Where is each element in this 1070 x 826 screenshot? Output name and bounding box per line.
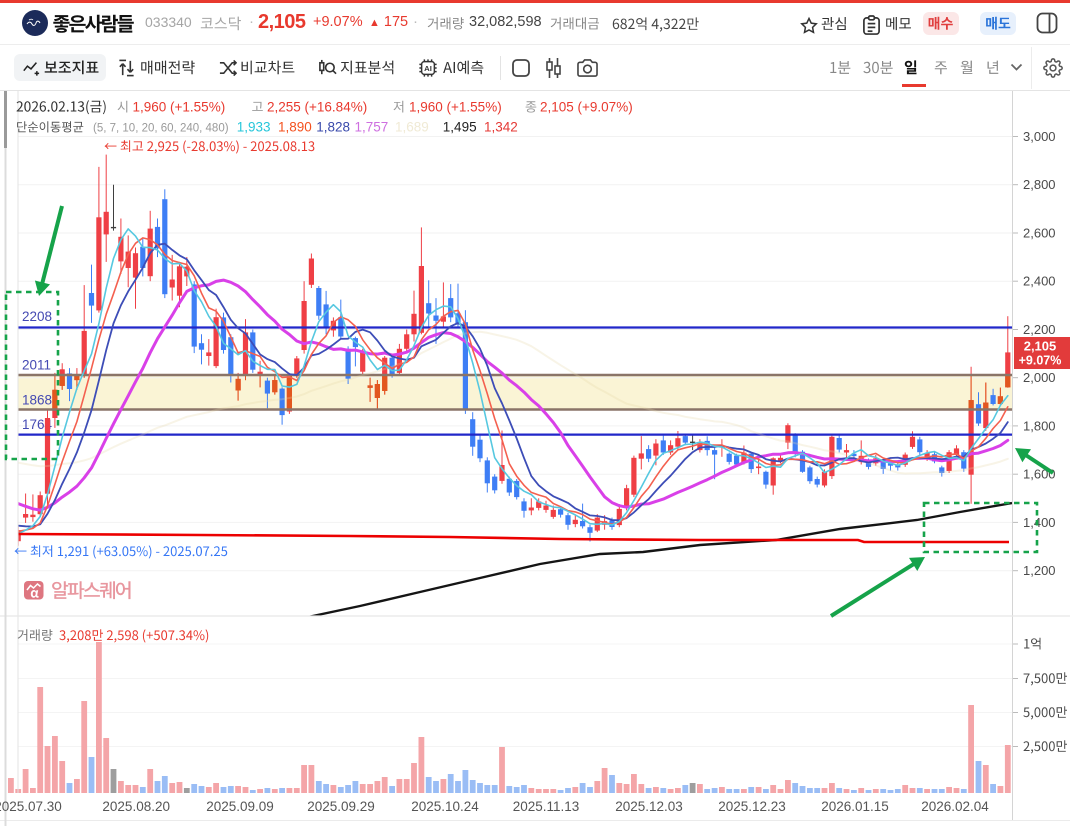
svg-text:2011: 2011 xyxy=(22,358,51,373)
svg-text:2,105: 2,105 xyxy=(1024,339,1057,354)
svg-text:1,960 (+1.55%): 1,960 (+1.55%) xyxy=(133,100,226,115)
svg-text:2,600: 2,600 xyxy=(1023,226,1056,241)
svg-text:1,933: 1,933 xyxy=(237,120,271,135)
svg-text:1,600: 1,600 xyxy=(1023,467,1056,482)
svg-text:2025.12.03: 2025.12.03 xyxy=(615,799,683,814)
svg-text:AI: AI xyxy=(424,64,432,73)
svg-text:2025.09.09: 2025.09.09 xyxy=(206,799,274,814)
svg-text:1764: 1764 xyxy=(22,417,53,432)
svg-text:1,890: 1,890 xyxy=(278,120,312,135)
svg-text:2,800: 2,800 xyxy=(1023,177,1056,192)
svg-text:2025.12.23: 2025.12.23 xyxy=(718,799,786,814)
svg-text:(5, 7, 10, 20, 60, 240, 480): (5, 7, 10, 20, 60, 240, 480) xyxy=(93,123,229,135)
svg-text:2,255 (+16.84%): 2,255 (+16.84%) xyxy=(267,100,367,115)
svg-text:2025.07.30: 2025.07.30 xyxy=(0,799,62,814)
svg-text:2026.01.15: 2026.01.15 xyxy=(821,799,889,814)
svg-text:2025.10.24: 2025.10.24 xyxy=(411,799,479,814)
svg-text:2,200: 2,200 xyxy=(1023,322,1056,337)
svg-text:2,400: 2,400 xyxy=(1023,274,1056,289)
svg-text:3,000: 3,000 xyxy=(1023,129,1056,144)
svg-text:2,105 (+9.07%): 2,105 (+9.07%) xyxy=(540,100,633,115)
svg-text:1,400: 1,400 xyxy=(1023,515,1056,530)
svg-text:2208: 2208 xyxy=(22,309,52,324)
svg-text:2025.08.20: 2025.08.20 xyxy=(102,799,170,814)
svg-text:1,495: 1,495 xyxy=(443,120,477,135)
svg-text:1,800: 1,800 xyxy=(1023,418,1056,433)
svg-text:2025.09.29: 2025.09.29 xyxy=(307,799,375,814)
svg-text:1,828: 1,828 xyxy=(316,120,350,135)
svg-text:2025.11.13: 2025.11.13 xyxy=(513,799,580,814)
svg-text:1,960 (+1.55%): 1,960 (+1.55%) xyxy=(409,100,502,115)
svg-text:1,342: 1,342 xyxy=(484,120,518,135)
svg-text:2026.02.04: 2026.02.04 xyxy=(921,799,989,814)
svg-text:1,689: 1,689 xyxy=(395,120,429,135)
svg-text:2,000: 2,000 xyxy=(1023,370,1056,385)
svg-text:1868: 1868 xyxy=(22,393,52,408)
svg-text:1,200: 1,200 xyxy=(1023,563,1056,578)
svg-text:1,757: 1,757 xyxy=(355,120,389,135)
svg-text:+9.07%: +9.07% xyxy=(1019,354,1062,368)
